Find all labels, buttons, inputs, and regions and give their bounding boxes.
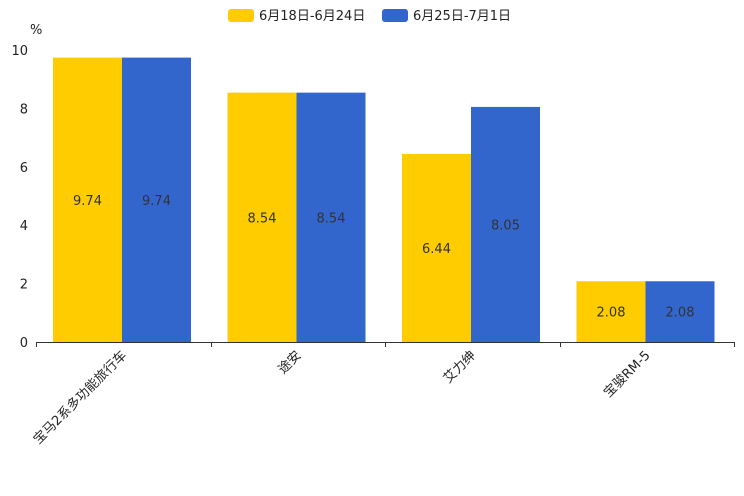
bar-value-label: 6.44 [422,242,451,257]
bar-value-label: 2.08 [666,306,695,321]
y-tick-label: 10 [11,44,28,59]
bars: 9.74 9.74 8.54 8.54 6.44 8.05 2.08 2.08 [53,57,715,342]
y-axis-unit: % [30,23,42,38]
bar-series-2-3 [471,106,540,342]
legend-swatch-series-2 [382,9,408,22]
bar-value-label: 9.74 [142,194,171,209]
x-category-label: 艾力绅 [441,348,479,386]
x-category-label: 宝马2系多功能旅行车 [30,348,130,448]
y-tick-label: 4 [20,219,28,234]
bar-series-1-1 [53,57,122,342]
bar-value-label: 8.54 [317,211,346,226]
x-category-label: 宝骏RM-5 [601,348,653,400]
legend-label-series-1: 6月18日-6月24日 [259,9,365,24]
x-axis: 宝马2系多功能旅行车 途安 艾力绅 宝骏RM-5 [30,342,735,448]
y-tick-label: 2 [20,278,28,293]
bar-series-1-3 [402,153,471,342]
bar-series-2-1 [122,57,191,342]
y-tick-label: 0 [20,336,28,351]
bar-series-1-4 [576,281,646,342]
bar-value-label: 9.74 [73,194,102,209]
bar-series-1-2 [227,92,297,342]
y-axis: 0 2 4 6 8 10 [11,44,28,351]
y-tick-label: 8 [20,102,28,117]
bar-series-2-2 [296,92,366,342]
legend-label-series-2: 6月25日-7月1日 [413,9,511,24]
bar-value-label: 8.05 [491,218,520,233]
bar-value-label: 8.54 [248,211,277,226]
x-category-label: 途安 [275,348,305,378]
legend-swatch-series-1 [228,9,254,22]
bar-series-2-4 [645,281,715,342]
y-tick-label: 6 [20,161,28,176]
bar-value-label: 2.08 [597,306,626,321]
legend: 6月18日-6月24日 6月25日-7月1日 [228,9,511,24]
